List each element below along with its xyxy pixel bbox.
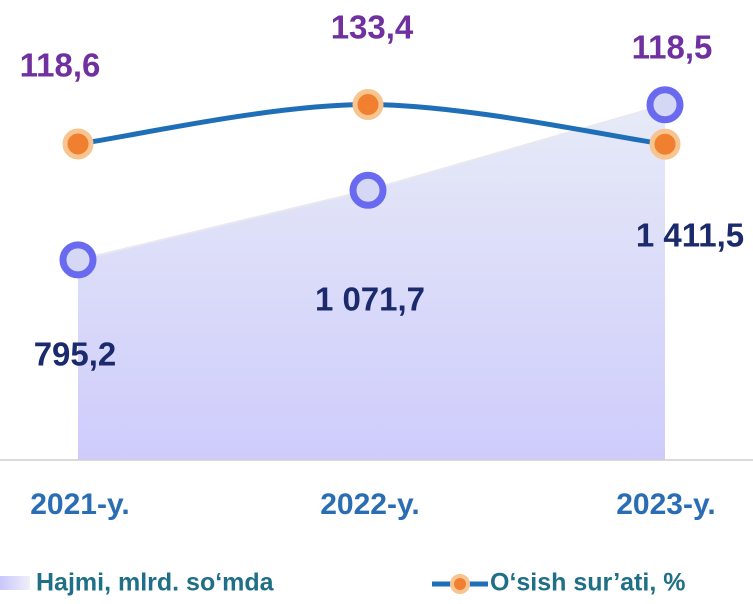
value-label: 1 411,5 [636,217,744,254]
legend-marker [450,574,470,594]
value-label: 795,2 [34,336,117,373]
value-label: 118,6 [20,47,101,84]
x-tick-label: 2021-y. [30,488,130,521]
x-tick-label: 2022-y. [320,488,420,521]
value-label: 133,4 [331,9,414,46]
area-marker [59,241,97,279]
area [78,104,665,461]
line-marker [62,128,94,160]
x-tick-label: 2023-y. [616,488,716,521]
value-label: 1 071,7 [315,281,425,318]
line-marker [649,128,681,160]
line-marker [352,89,384,121]
legend-label: O‘sish sur’ati, % [490,569,685,597]
legend-swatch [0,576,30,590]
legend-label: Hajmi, mlrd. so‘mda [36,569,275,597]
area-marker [646,86,684,124]
value-label: 118,5 [632,29,713,66]
area-marker [349,171,387,209]
